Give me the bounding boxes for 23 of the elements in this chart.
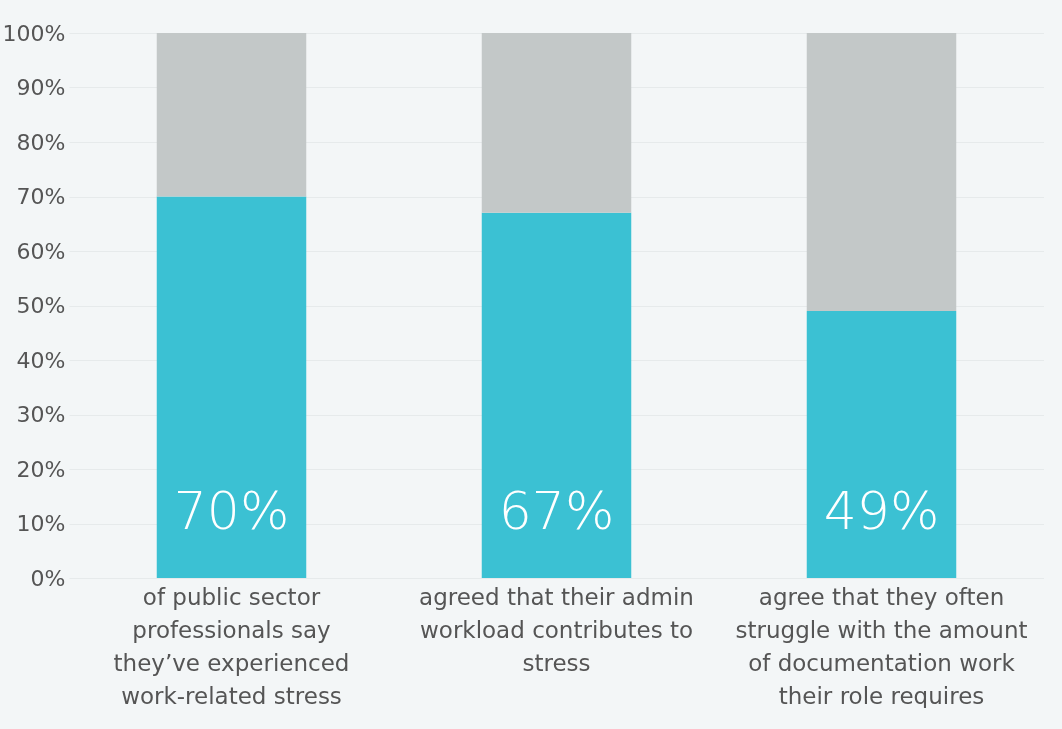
bar: [806, 33, 957, 311]
x-tick-label: agreed that their admin workload contributes to stress: [419, 583, 694, 676]
data-label: 67%: [498, 481, 615, 541]
y-tick-label: 30%: [16, 402, 66, 427]
data-label: 49%: [823, 481, 940, 541]
y-tick-label: 40%: [16, 347, 66, 373]
bar: [156, 196, 307, 578]
y-tick-label: 50%: [16, 293, 66, 318]
y-tick-label: 70%: [16, 184, 66, 209]
bar: [481, 33, 632, 213]
y-tick-label: 80%: [16, 129, 66, 155]
data-label: 70%: [173, 481, 290, 541]
y-tick-label: 60%: [16, 238, 66, 264]
y-tick-label: 0%: [30, 565, 66, 591]
bar: [481, 212, 632, 578]
y-tick-label: 20%: [16, 456, 66, 482]
bar: [806, 310, 957, 578]
y-tick-label: 100%: [2, 20, 66, 46]
y-tick-label: 10%: [16, 511, 66, 536]
bar: [156, 33, 307, 197]
x-tick-label: agree that they often struggle with the amount of documentation work their role requires: [735, 583, 1028, 709]
x-tick-label: of public sector professionals say they’ve experienced work-related stress: [113, 583, 350, 709]
y-tick-label: 90%: [16, 75, 66, 100]
